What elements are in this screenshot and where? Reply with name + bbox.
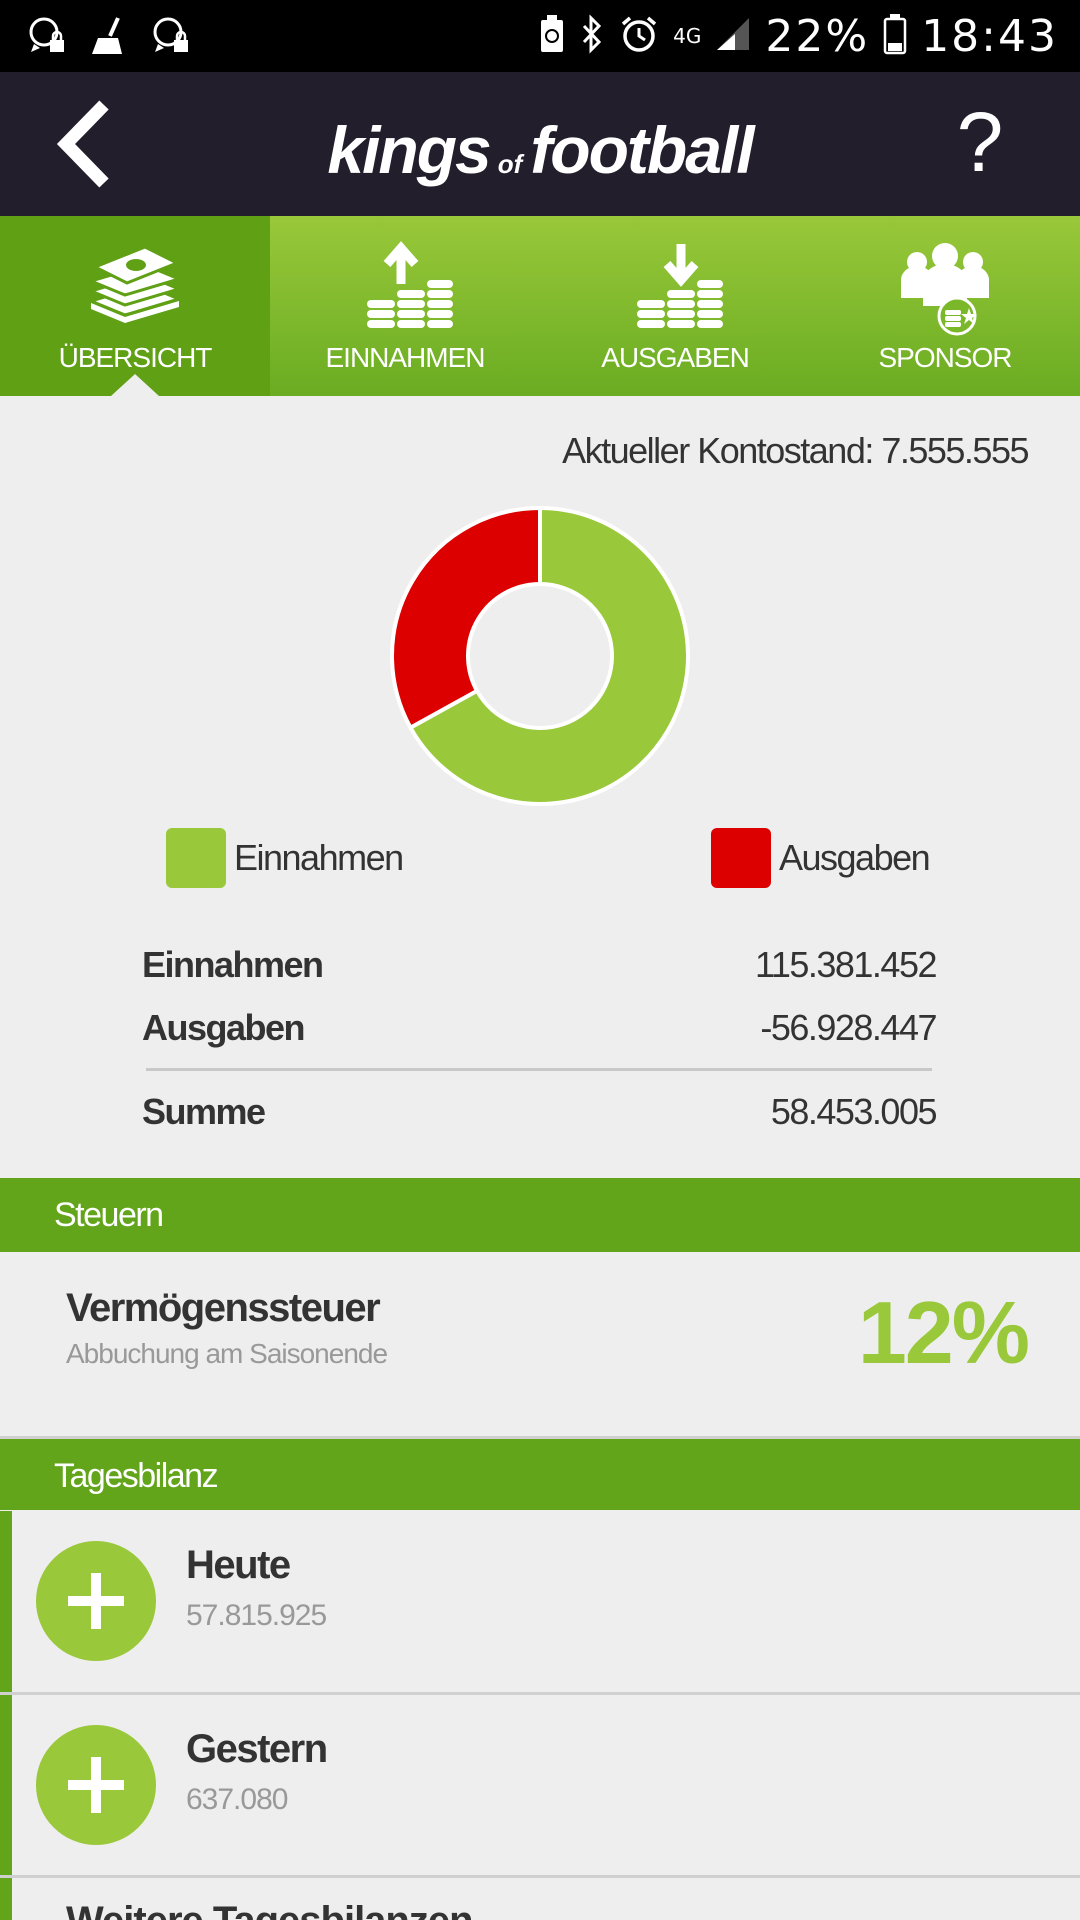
list-item-yesterday[interactable]: Gestern 637.080 xyxy=(12,1695,1080,1877)
tax-subtitle: Abbuchung am Saisonende xyxy=(66,1338,388,1369)
summary-label: Einnahmen xyxy=(142,944,324,985)
section-header-daily-balance: Tagesbilanz xyxy=(0,1436,1080,1510)
list-item-more-title[interactable]: Weitere Tagesbilanzen xyxy=(66,1896,473,1920)
tab-label: SPONSOR xyxy=(878,342,1012,373)
summary-row-income: Einnahmen 115.381.452 xyxy=(142,944,938,986)
list-divider xyxy=(0,1692,1080,1695)
plus-icon[interactable] xyxy=(36,1541,156,1661)
list-item-value: 637.080 xyxy=(186,1783,288,1816)
battery-saver-icon xyxy=(539,14,565,59)
broom-icon xyxy=(86,12,134,60)
signal-icon xyxy=(715,16,751,57)
summary-divider xyxy=(146,1068,932,1071)
tax-rate: 12% xyxy=(857,1283,1030,1382)
bluetooth-icon xyxy=(579,13,605,59)
battery-percent: 22% xyxy=(765,10,870,62)
income-expense-donut-chart xyxy=(390,506,690,806)
list-accent-stripe xyxy=(0,1511,12,1920)
donut-slice-einnahmen xyxy=(407,506,690,806)
app-logo: kings of football xyxy=(327,113,754,187)
clock: 18:43 xyxy=(921,10,1058,62)
tab-label: AUSGABEN xyxy=(601,342,750,373)
list-divider xyxy=(0,1875,1080,1878)
alarm-icon xyxy=(619,14,659,59)
list-item-today[interactable]: Heute 57.815.925 xyxy=(12,1511,1080,1693)
plus-icon[interactable] xyxy=(36,1725,156,1845)
sponsor-group-icon xyxy=(895,236,995,336)
daily-balance-list: Heute 57.815.925 Gestern 637.080 xyxy=(0,1511,1080,1920)
legend-label-income: Einnahmen xyxy=(234,837,404,878)
app-header: kings of football ? xyxy=(0,72,1080,216)
chevron-left-icon xyxy=(56,100,109,188)
active-tab-indicator xyxy=(111,374,159,396)
whatsapp-lock-icon xyxy=(148,12,196,60)
legend-label-expenses: Ausgaben xyxy=(779,837,931,878)
summary-row-expenses: Ausgaben -56.928.447 xyxy=(142,1007,937,1049)
money-stack-icon xyxy=(85,236,185,336)
tab-expenses[interactable]: AUSGABEN xyxy=(540,216,810,396)
whatsapp-lock-icon xyxy=(24,12,72,60)
tab-overview[interactable]: ÜBERSICHT xyxy=(0,216,270,396)
status-bar: 4G 22% 18:43 xyxy=(0,0,1080,72)
tab-bar: ÜBERSICHT EINNAHMEN xyxy=(0,216,1080,396)
tab-label: ÜBERSICHT xyxy=(58,342,213,373)
list-item-title: Heute xyxy=(186,1543,291,1587)
section-header-taxes: Steuern xyxy=(0,1178,1080,1252)
tab-income[interactable]: EINNAHMEN xyxy=(270,216,540,396)
legend-income: Einnahmen xyxy=(166,828,404,888)
coins-arrow-down-icon xyxy=(625,236,725,336)
coins-arrow-up-icon xyxy=(355,236,455,336)
legend-expenses: Ausgaben xyxy=(711,828,931,888)
summary-value: -56.928.447 xyxy=(760,1007,937,1048)
summary-value: 58.453.005 xyxy=(770,1091,938,1132)
tab-sponsor[interactable]: SPONSOR xyxy=(810,216,1080,396)
summary-label: Ausgaben xyxy=(142,1007,306,1048)
tax-title: Vermögenssteuer xyxy=(66,1286,381,1330)
list-item-title: Gestern xyxy=(186,1727,328,1771)
summary-value: 115.381.452 xyxy=(754,944,938,985)
summary-row-sum: Summe 58.453.005 xyxy=(142,1091,938,1133)
legend-swatch-income xyxy=(166,828,226,888)
back-button[interactable] xyxy=(36,96,132,192)
legend-swatch-expenses xyxy=(711,828,771,888)
battery-icon xyxy=(883,13,907,60)
help-button[interactable]: ? xyxy=(956,95,1004,189)
summary-label: Summe xyxy=(142,1091,266,1132)
network-type: 4G xyxy=(673,24,702,48)
account-balance: Aktueller Kontostand: 7.555.555 xyxy=(562,430,1029,471)
tab-label: EINNAHMEN xyxy=(325,342,485,373)
list-item-value: 57.815.925 xyxy=(186,1599,327,1632)
donut-slice-ausgaben xyxy=(390,506,542,731)
